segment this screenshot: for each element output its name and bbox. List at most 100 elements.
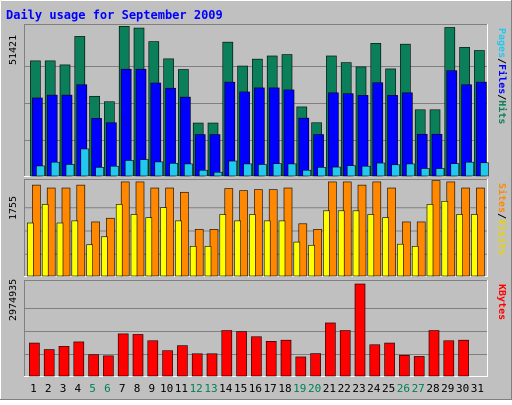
bar-hits-pages-day-8 [139,159,149,177]
bar-hits-pages-day-10 [169,163,178,177]
bar-hits-pages-day-22 [346,165,356,177]
panel-hits-side-label-part: Pages [496,28,507,58]
panel-visits-side-label-part: / [496,213,507,219]
x-tick-label-day-15: 15 [234,382,247,395]
x-tick-label-day-31: 31 [471,382,484,395]
bar-hits-files-day-22 [342,93,354,177]
x-tick-label-day-8: 8 [134,382,141,395]
bar-kbytes-kbytes-day-14 [221,330,233,377]
bar-visits-sites-day-21 [323,210,330,277]
x-tick-label-day-30: 30 [456,382,469,395]
bar-hits-pages-day-28 [435,168,445,177]
x-tick-label-day-26: 26 [397,382,410,395]
bar-kbytes-kbytes-day-22 [339,330,351,377]
panel-visits-max-label: 1755 [8,196,19,220]
panel-kbytes: 2974935 KBytes [8,279,507,377]
panel-hits-side-label-part: Hits [496,100,508,124]
bar-visits-sites-day-23 [352,210,360,277]
bar-hits-pages-day-13 [213,171,223,177]
x-tick-label-day-12: 12 [190,382,203,395]
bar-hits-files-day-1 [32,97,43,177]
panel-hits-side-label-part: / [496,94,507,100]
bar-kbytes-kbytes-day-18 [280,339,292,377]
bar-visits-sites-day-9 [145,217,153,277]
bar-hits-pages-day-20 [317,167,326,177]
bar-visits-sites-day-11 [175,220,182,277]
x-tick-label-day-22: 22 [338,382,351,395]
panel-visits: 1755 Sites/Visits [8,179,508,277]
bar-kbytes-kbytes-day-10 [162,350,173,377]
bar-visits-sites-day-25 [382,217,389,277]
chart-title: Daily usage for September 2009 [6,8,223,22]
bar-kbytes-kbytes-day-8 [132,334,144,377]
bar-kbytes-kbytes-day-20 [310,353,321,377]
bar-visits-sites-day-27 [411,246,419,277]
bar-kbytes-kbytes-day-9 [147,340,159,377]
bar-visits-sites-day-20 [308,244,315,277]
bar-visits-sites-day-6 [101,236,108,277]
bar-kbytes-kbytes-day-5 [88,354,99,377]
bar-hits-files-day-16 [254,87,265,177]
bar-visits-sites-day-18 [278,220,286,277]
bar-hits-pages-day-12 [198,169,208,177]
x-tick-label-day-9: 9 [148,382,155,395]
bar-hits-pages-day-19 [302,169,312,177]
bar-hits-pages-day-14 [228,160,238,177]
panel-visits-side-label-part: Visits [496,219,508,255]
bar-visits-sites-day-28 [426,204,434,277]
bar-visits-sites-day-22 [337,210,345,277]
bar-hits-files-day-10 [165,87,176,177]
bar-hits-pages-day-2 [50,161,60,177]
x-tick-label-day-17: 17 [264,382,277,395]
bar-hits-pages-day-1 [36,165,45,177]
bar-visits-sites-day-8 [130,214,138,277]
bar-hits-pages-day-15 [243,163,252,177]
bar-hits-pages-day-9 [154,161,164,177]
bar-hits-files-day-12 [194,134,206,177]
x-tick-label-day-23: 23 [352,382,365,395]
bar-hits-pages-day-31 [480,162,489,177]
panels-layer: 51421 Pages/Files/Hits 1755 Sites/Visits 297… [8,24,508,377]
x-tick-label-day-18: 18 [278,382,291,395]
x-tick-label-day-6: 6 [104,382,111,395]
bar-hits-files-day-24 [372,82,384,177]
x-tick-label-day-11: 11 [175,382,188,395]
x-tick-label-day-19: 19 [293,382,306,395]
x-tick-label-day-2: 2 [45,382,52,395]
bar-hits-files-day-15 [239,91,250,177]
x-tick-label-day-3: 3 [60,382,67,395]
panel-hits: 51421 Pages/Files/Hits [8,24,508,177]
bar-visits-sites-day-7 [115,204,123,277]
x-tick-label-day-27: 27 [412,382,425,395]
bar-hits-pages-day-18 [287,163,297,177]
bar-visits-sites-day-19 [293,241,301,277]
x-tick-label-day-7: 7 [119,382,126,395]
x-tick-label-day-1: 1 [30,382,37,395]
bar-kbytes-kbytes-day-4 [73,341,85,377]
bar-hits-pages-day-4 [80,148,90,177]
bar-kbytes-kbytes-day-26 [399,354,410,377]
panel-hits-side-label-part: / [496,58,507,64]
bar-hits-pages-day-26 [406,163,415,177]
bar-hits-pages-day-7 [124,160,134,177]
panel-visits-side-label: Sites/Visits [496,183,508,255]
bar-visits-sites-day-13 [204,246,212,277]
panel-kbytes-side-label-part: KBytes [496,284,507,320]
bar-hits-files-day-25 [387,95,398,177]
bar-kbytes-kbytes-day-29 [443,340,455,377]
x-tick-label-day-10: 10 [160,382,173,395]
bar-kbytes-kbytes-day-27 [413,356,425,377]
bar-hits-files-day-3 [61,94,73,177]
bar-hits-pages-day-23 [361,165,371,177]
bar-hits-files-day-29 [446,70,458,177]
x-tick-label-day-20: 20 [308,382,321,395]
bar-hits-pages-day-17 [272,163,282,177]
bar-visits-sites-day-4 [71,220,79,277]
bar-hits-files-day-13 [209,134,221,177]
bar-kbytes-kbytes-day-1 [29,342,40,377]
bar-hits-files-day-23 [357,95,369,177]
bar-hits-pages-day-21 [332,166,341,177]
bar-hits-pages-day-29 [450,163,460,177]
